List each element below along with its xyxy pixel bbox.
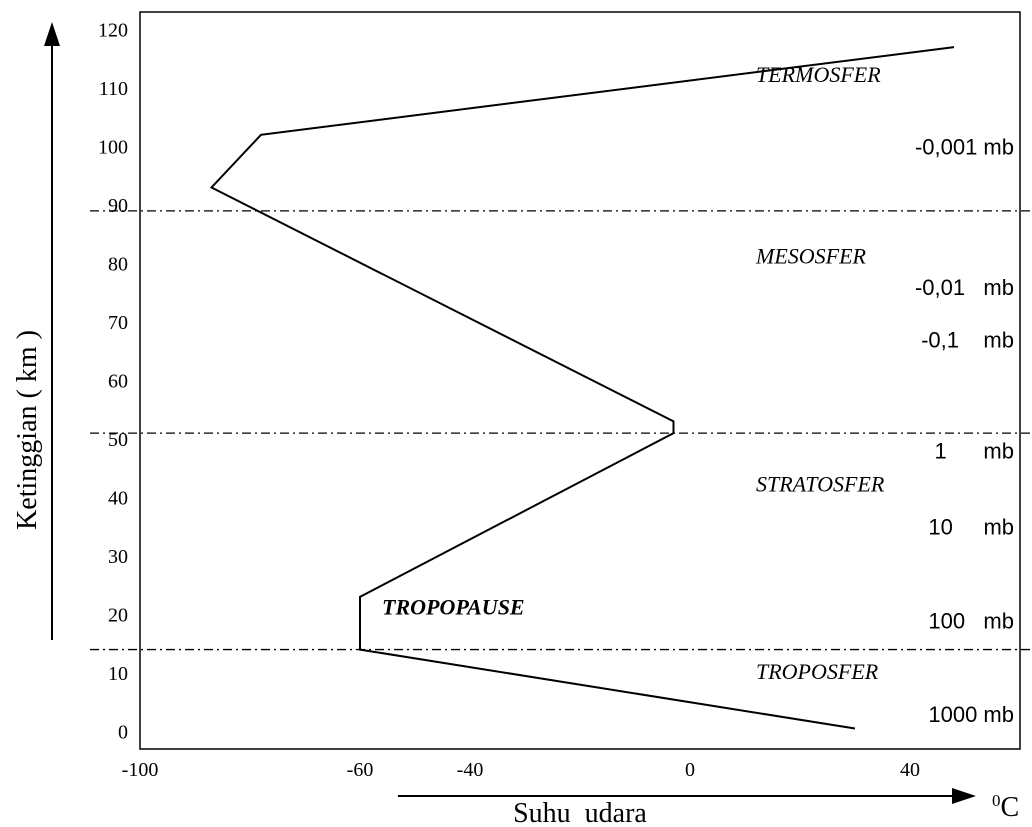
y-tick-label: 40 <box>108 487 128 509</box>
y-tick-label: 20 <box>108 604 128 626</box>
layer-label: STRATOSFER <box>756 472 885 497</box>
y-tick-label: 0 <box>118 721 128 743</box>
y-axis-label: Ketinggian ( km ) <box>12 330 43 530</box>
x-tick-label: -40 <box>457 759 484 781</box>
x-axis-unit: 0C <box>992 791 1019 823</box>
pressure-label: 1 mb <box>935 439 1014 464</box>
x-tick-label: 40 <box>900 759 920 781</box>
y-tick-label: 120 <box>98 20 128 42</box>
pressure-label: -0,001 mb <box>915 135 1014 160</box>
x-axis-arrow-head <box>952 788 976 804</box>
layer-label: TROPOSFER <box>756 659 879 684</box>
layer-label: TERMOSFER <box>756 62 881 87</box>
y-tick-label: 90 <box>108 195 128 217</box>
temperature-profile <box>209 46 955 730</box>
layer-label: MESOSFER <box>755 244 867 269</box>
y-tick-label: 10 <box>108 663 128 685</box>
layer-boundaries <box>90 210 1030 651</box>
layer-labels: TERMOSFER MESOSFER STRATOSFER TROPOPAUSE TRO… <box>382 62 885 684</box>
x-tick-label: 0 <box>685 759 695 781</box>
layer-label: TROPOPAUSE <box>382 594 525 619</box>
pressure-label: 100 mb <box>928 608 1014 633</box>
y-tick-label: 100 <box>98 137 128 159</box>
x-axis-label: Suhu udara <box>513 798 647 827</box>
pressure-label: 1000 mb <box>928 702 1014 727</box>
plot-frame <box>139 11 1021 750</box>
y-tick-label: 60 <box>108 371 128 393</box>
x-axis-unit-sup: 0 <box>992 791 1001 810</box>
y-axis-arrow-head <box>44 22 60 46</box>
x-axis-unit-base: C <box>1001 792 1020 823</box>
pressure-label: -0,01 mb <box>915 275 1014 300</box>
y-tick-label: 50 <box>108 429 128 451</box>
pressure-label: 10 mb <box>928 515 1014 540</box>
x-tick-label: -100 <box>122 759 159 781</box>
x-tick-labels: -100 -60 -40 0 40 <box>122 759 920 781</box>
pressure-label: -0,1 mb <box>921 328 1014 353</box>
y-tick-labels: 0 10 20 30 40 50 60 70 80 90 100 110 120 <box>98 20 128 744</box>
y-tick-label: 30 <box>108 546 128 568</box>
y-tick-label: 110 <box>99 78 128 100</box>
x-tick-label: -60 <box>347 759 374 781</box>
pressure-labels: -0,001 mb -0,01 mb -0,1 mb 1 mb 10 mb 100 mb 1… <box>915 135 1014 727</box>
temperature-profile-line <box>209 46 955 730</box>
y-tick-label: 70 <box>108 312 128 334</box>
y-tick-label: 80 <box>108 254 128 276</box>
